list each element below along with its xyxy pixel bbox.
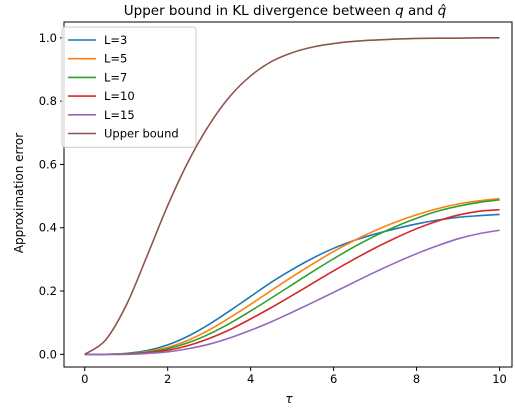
series-line-upper-bound <box>84 37 500 356</box>
legend-label-upper-bound: Upper bound <box>104 127 179 141</box>
y-tick-label: 0.0 <box>39 347 57 361</box>
legend-label-l-10: L=10 <box>104 89 135 103</box>
chart-title-q: q <box>395 3 404 19</box>
y-axis-label: Approximation error <box>12 133 26 253</box>
y-tick-label: 0.6 <box>39 157 57 171</box>
legend-frame <box>61 26 197 148</box>
x-tick-label: 4 <box>247 372 254 386</box>
x-tick-label: 0 <box>81 372 88 386</box>
x-tick-label: 6 <box>330 372 337 386</box>
y-tick-label: 0.4 <box>39 221 57 235</box>
series-line-l-7 <box>84 199 500 356</box>
x-tick-label: 10 <box>492 372 507 386</box>
y-tick-label: 0.2 <box>39 284 57 298</box>
x-axis-label: τ <box>285 392 293 406</box>
x-axis: 0 2 4 6 8 10 <box>81 367 507 386</box>
series-line-l-3 <box>84 213 500 356</box>
x-tick-label: 8 <box>413 372 420 386</box>
x-tick-label: 2 <box>164 372 171 386</box>
series-lines <box>84 37 500 356</box>
series-line-l-15 <box>84 229 500 356</box>
y-tick-label: 0.8 <box>39 94 57 108</box>
y-axis: 0.0 0.2 0.4 0.6 0.8 1.0 <box>39 31 64 361</box>
legend-label-l-15: L=15 <box>104 108 135 122</box>
plot-frame <box>63 21 513 368</box>
series-line-l-10 <box>84 208 500 356</box>
y-tick-label: 1.0 <box>39 31 57 45</box>
legend-label-l-5: L=5 <box>104 52 127 66</box>
chart-title-qhat: q̂ <box>438 3 447 19</box>
chart-title: Upper bound in KL divergence between q a… <box>124 3 447 19</box>
legend-label-l-7: L=7 <box>104 70 127 84</box>
legend-label-l-3: L=3 <box>104 33 127 47</box>
legend: L=3 L=5 L=7 L=10 L=15 Upper bound <box>61 26 197 148</box>
